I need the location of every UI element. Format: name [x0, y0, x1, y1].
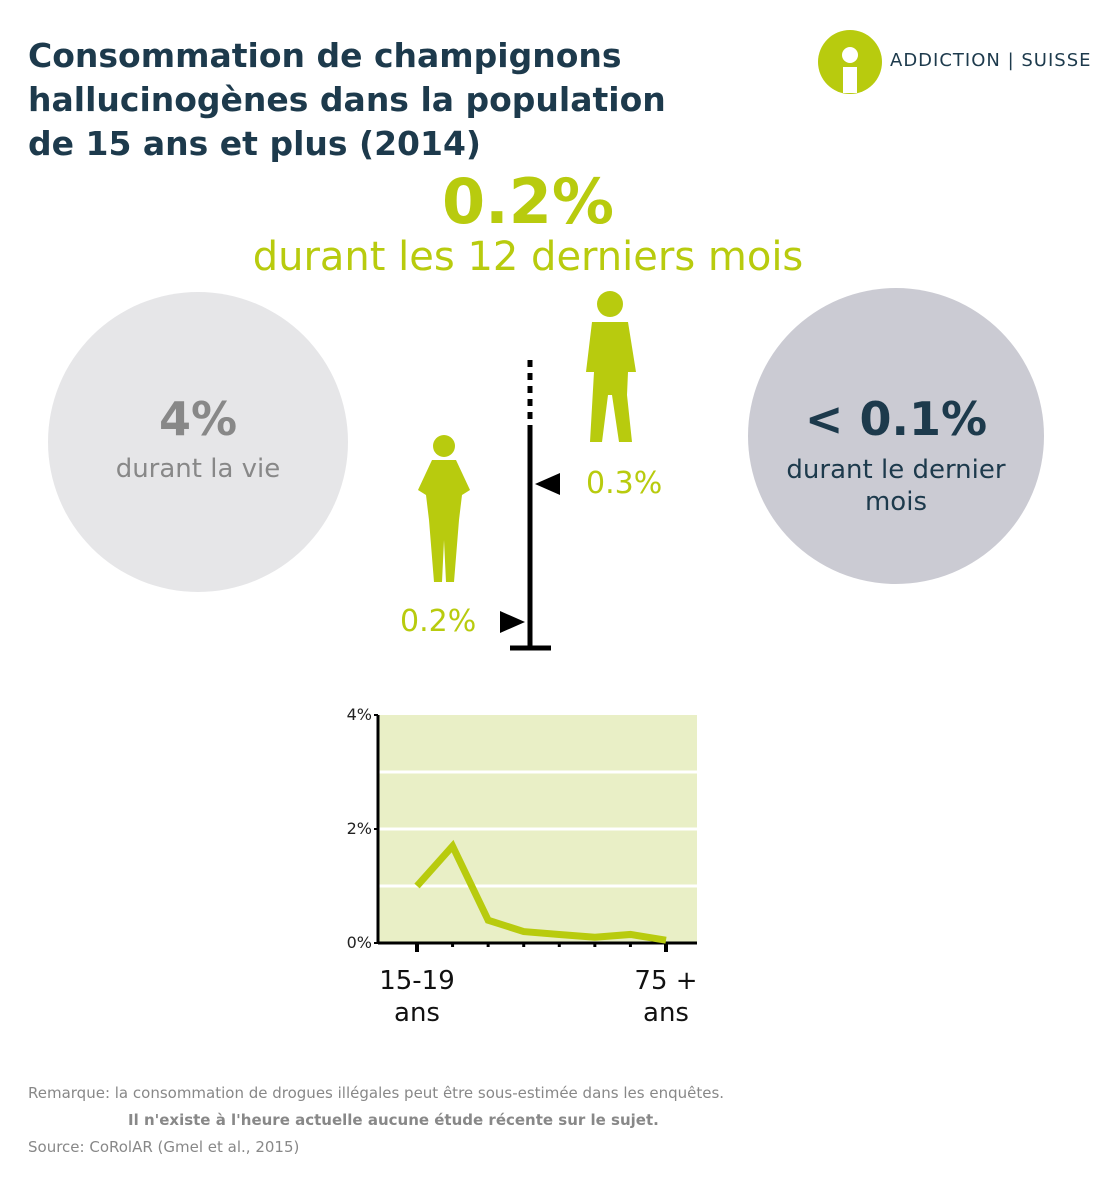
highlight-label: durant les 12 derniers mois: [252, 234, 804, 280]
last-month-label: durant le dernier mois: [786, 455, 1006, 517]
remark: Remarque: la consommation de drogues ill…: [28, 1084, 725, 1102]
source: Source: CoRolAR (Gmel et al., 2015): [28, 1138, 300, 1156]
emphasis: Il n'existe à l'heure actuelle aucune ét…: [128, 1111, 659, 1129]
y-tick-label: 0%: [346, 933, 372, 952]
woman-icon: [418, 435, 470, 582]
lifetime-label: durant la vie: [115, 454, 281, 484]
highlight-value: 0.2%: [442, 165, 614, 238]
logo-text: ADDICTION | SUISSE: [890, 50, 1092, 71]
x-tick-label: 75 + ans: [634, 966, 698, 1028]
women-value: 0.2%: [400, 604, 477, 639]
logo-stem: [843, 67, 857, 93]
pointer: [500, 611, 525, 633]
title: Consommation de champignons hallucinogèn…: [28, 36, 666, 163]
pointer: [535, 473, 560, 495]
man-icon: [586, 291, 636, 442]
y-tick-label: 2%: [346, 819, 372, 838]
lifetime-value: 4%: [158, 392, 238, 446]
lifetime-circle: [48, 292, 348, 592]
y-tick-label: 4%: [346, 705, 372, 724]
last-month-value: < 0.1%: [804, 392, 988, 446]
last-month-circle: [748, 288, 1044, 584]
x-tick-label: 15-19 ans: [379, 966, 455, 1028]
logo-dot: [842, 47, 858, 63]
men-value: 0.3%: [586, 466, 663, 501]
line: [414, 839, 667, 944]
